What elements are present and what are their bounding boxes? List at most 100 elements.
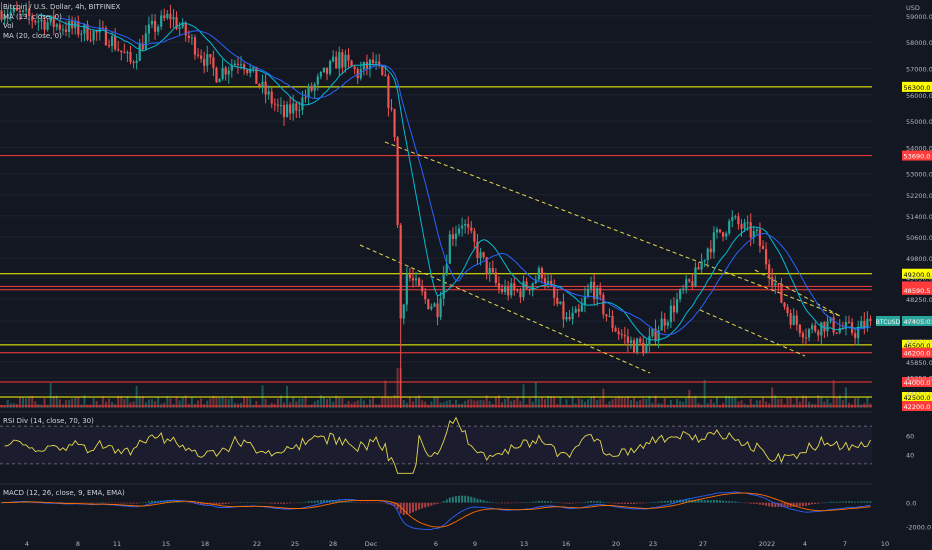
volume-bar: [411, 401, 414, 408]
candle-body: [648, 336, 651, 346]
candle-body: [325, 67, 329, 74]
candle-body: [537, 268, 540, 280]
macd-hist-bar: [715, 500, 718, 503]
candle-body: [820, 322, 823, 336]
candle-body: [270, 91, 273, 104]
macd-hist-bar: [203, 502, 206, 505]
volume-bar: [577, 398, 580, 408]
candle-body: [396, 137, 399, 226]
candle-body: [80, 33, 83, 35]
candle-body: [227, 70, 230, 75]
volume-bar: [221, 397, 224, 408]
volume-bar: [676, 399, 679, 408]
macd-label[interactable]: MACD (12, 26, close, 9, EMA, EMA): [3, 489, 125, 497]
volume-bar: [620, 397, 623, 408]
candle-body: [163, 15, 166, 19]
symbol-title[interactable]: Bitcoin / U.S. Dollar, 4h, BITFINEX: [3, 3, 121, 11]
candle-body: [255, 66, 258, 84]
candle-body: [712, 232, 715, 253]
candle-body: [304, 97, 307, 99]
price-axis[interactable]: 56300.053690.049200.048719.948590.546500…: [876, 13, 932, 411]
macd-hist-bar: [74, 502, 77, 504]
horizontal-levels[interactable]: [0, 86, 872, 407]
candle-body: [543, 278, 547, 284]
volume-bar: [688, 389, 691, 408]
candle-body: [494, 272, 497, 284]
level-label: 53690.0: [904, 153, 931, 161]
time-tick: 16: [562, 540, 570, 548]
ma20-legend[interactable]: MA (20, close, 0): [3, 31, 62, 40]
volume-bar: [359, 398, 362, 408]
candle-body: [58, 24, 61, 30]
volume-bar: [804, 396, 807, 408]
candle-body: [531, 283, 534, 291]
macd-hist-bar: [808, 502, 811, 506]
volume-bar: [58, 399, 61, 408]
macd-hist-bar: [31, 502, 34, 504]
macd-hist-bar: [706, 500, 709, 503]
macd-hist-bar: [571, 502, 574, 504]
macd-hist-bar: [501, 502, 504, 504]
volume-bar: [694, 395, 697, 408]
macd-hist-bar: [86, 502, 89, 504]
vol-legend[interactable]: Vol: [3, 22, 14, 30]
ma13-legend[interactable]: MA (13, close, 0): [3, 12, 62, 21]
macd-hist-bar: [301, 502, 304, 503]
volume-bar: [777, 398, 780, 408]
rsi-tick: 60: [906, 433, 914, 441]
candle-body: [187, 35, 190, 38]
volume-bar: [559, 396, 562, 408]
candle-body: [448, 234, 451, 264]
price-tick: 51400.0: [906, 213, 932, 221]
candle-body: [488, 268, 491, 275]
candle-body: [771, 277, 774, 286]
candle-body: [153, 20, 157, 32]
volume-bar: [722, 402, 725, 408]
candle-body: [338, 52, 341, 69]
volume-bar: [703, 380, 706, 408]
price-tick: 54000.0: [906, 144, 932, 152]
candle-body: [141, 43, 144, 50]
macd-hist-bar: [599, 501, 602, 503]
level-tag: [902, 81, 932, 92]
rsi-label[interactable]: RSI Div (14, close, 70, 30): [3, 417, 94, 425]
volume-bar: [636, 401, 639, 408]
volume-bar: [504, 398, 507, 408]
time-axis[interactable]: 4 8 11 15 18 22 25 28 Dec 6 9 13 16 20 23 27 2022 4 7 10: [25, 540, 889, 548]
candle-body: [672, 305, 676, 313]
macd-hist-bar: [104, 502, 107, 504]
volume-bar: [68, 399, 71, 408]
price-tick: 59000.0: [906, 13, 932, 21]
candle-body: [562, 301, 565, 320]
time-tick: 25: [291, 540, 299, 548]
volume-bar: [473, 400, 476, 408]
macd-hist-bar: [249, 502, 252, 503]
ma13-line: [38, 14, 871, 341]
candle-body: [580, 304, 583, 312]
volume-bar: [126, 396, 129, 408]
candle-body: [651, 328, 654, 337]
macd-hist-bar: [353, 502, 356, 503]
macd-hist-bar: [147, 501, 150, 503]
macd-hist-bar: [267, 502, 270, 504]
candle-body: [491, 268, 494, 273]
macd-hist-bar: [565, 502, 568, 504]
candle-body: [497, 283, 501, 289]
volume-bar: [639, 399, 642, 408]
volume-bar: [347, 400, 350, 408]
level-label: 46500.0: [904, 342, 931, 350]
time-tick: 27: [699, 540, 707, 548]
level-label: 48590.5: [904, 287, 931, 295]
candle-body: [694, 267, 697, 287]
macd-hist-bar: [553, 501, 556, 503]
macd-hist-bar: [869, 501, 872, 503]
candle-body: [110, 36, 114, 47]
macd-hist-bar: [95, 502, 98, 504]
macd-hist-bar: [261, 502, 264, 504]
volume-bar: [866, 396, 869, 408]
volume-bar: [780, 398, 783, 408]
candle-body: [359, 69, 362, 79]
candle-body: [639, 338, 642, 343]
candle-body: [823, 322, 826, 332]
